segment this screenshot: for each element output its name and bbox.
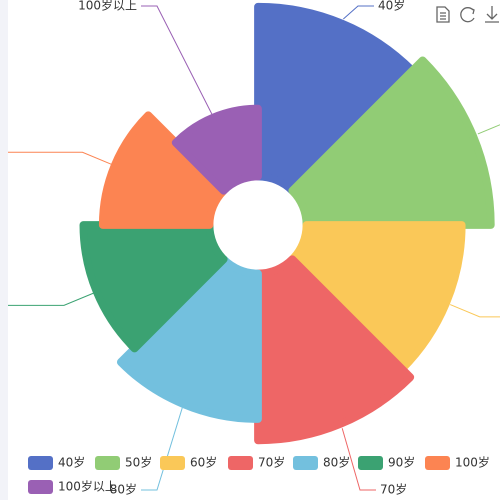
side-strip	[0, 0, 8, 500]
label-line	[8, 292, 94, 306]
legend-swatch	[28, 456, 53, 470]
legend-swatch	[228, 456, 253, 470]
legend-label: 90岁	[388, 455, 415, 470]
legend-swatch	[95, 456, 120, 470]
legend-swatch	[358, 456, 383, 470]
restore-icon[interactable]	[460, 7, 475, 23]
rose-sector	[254, 2, 417, 195]
toolbox	[436, 6, 499, 23]
rose-sector	[79, 221, 228, 353]
rose-sector	[288, 221, 466, 373]
label-line	[343, 5, 374, 20]
legend-swatch	[293, 456, 318, 470]
sector-label: 100岁以上	[78, 0, 137, 13]
legend-label: 40岁	[58, 455, 85, 470]
legend-label: 100岁以上	[58, 479, 117, 494]
sector-label: 40岁	[378, 0, 405, 13]
rose-sector	[116, 255, 262, 423]
legend-swatch	[160, 456, 185, 470]
sector-label: 80岁	[110, 482, 137, 497]
rose-sector	[171, 104, 262, 195]
label-line	[141, 5, 214, 117]
legend-label: 70岁	[258, 455, 285, 470]
save-icon[interactable]	[485, 6, 499, 23]
legend-label: 50岁	[125, 455, 152, 470]
legend-label: 60岁	[190, 455, 217, 470]
rose-sector	[254, 255, 415, 445]
legend-swatch	[28, 480, 53, 494]
label-line	[477, 121, 500, 135]
label-line	[449, 304, 500, 318]
label-line	[141, 407, 183, 491]
legend-label: 80岁	[323, 455, 350, 470]
sector-label: 70岁	[380, 482, 407, 497]
data-view-icon[interactable]	[436, 6, 450, 23]
rose-sector	[288, 56, 495, 229]
rose-sector	[98, 111, 228, 229]
legend-label: 100岁	[455, 455, 490, 470]
legend-swatch	[425, 456, 450, 470]
label-line	[8, 151, 113, 165]
label-line	[341, 428, 376, 491]
